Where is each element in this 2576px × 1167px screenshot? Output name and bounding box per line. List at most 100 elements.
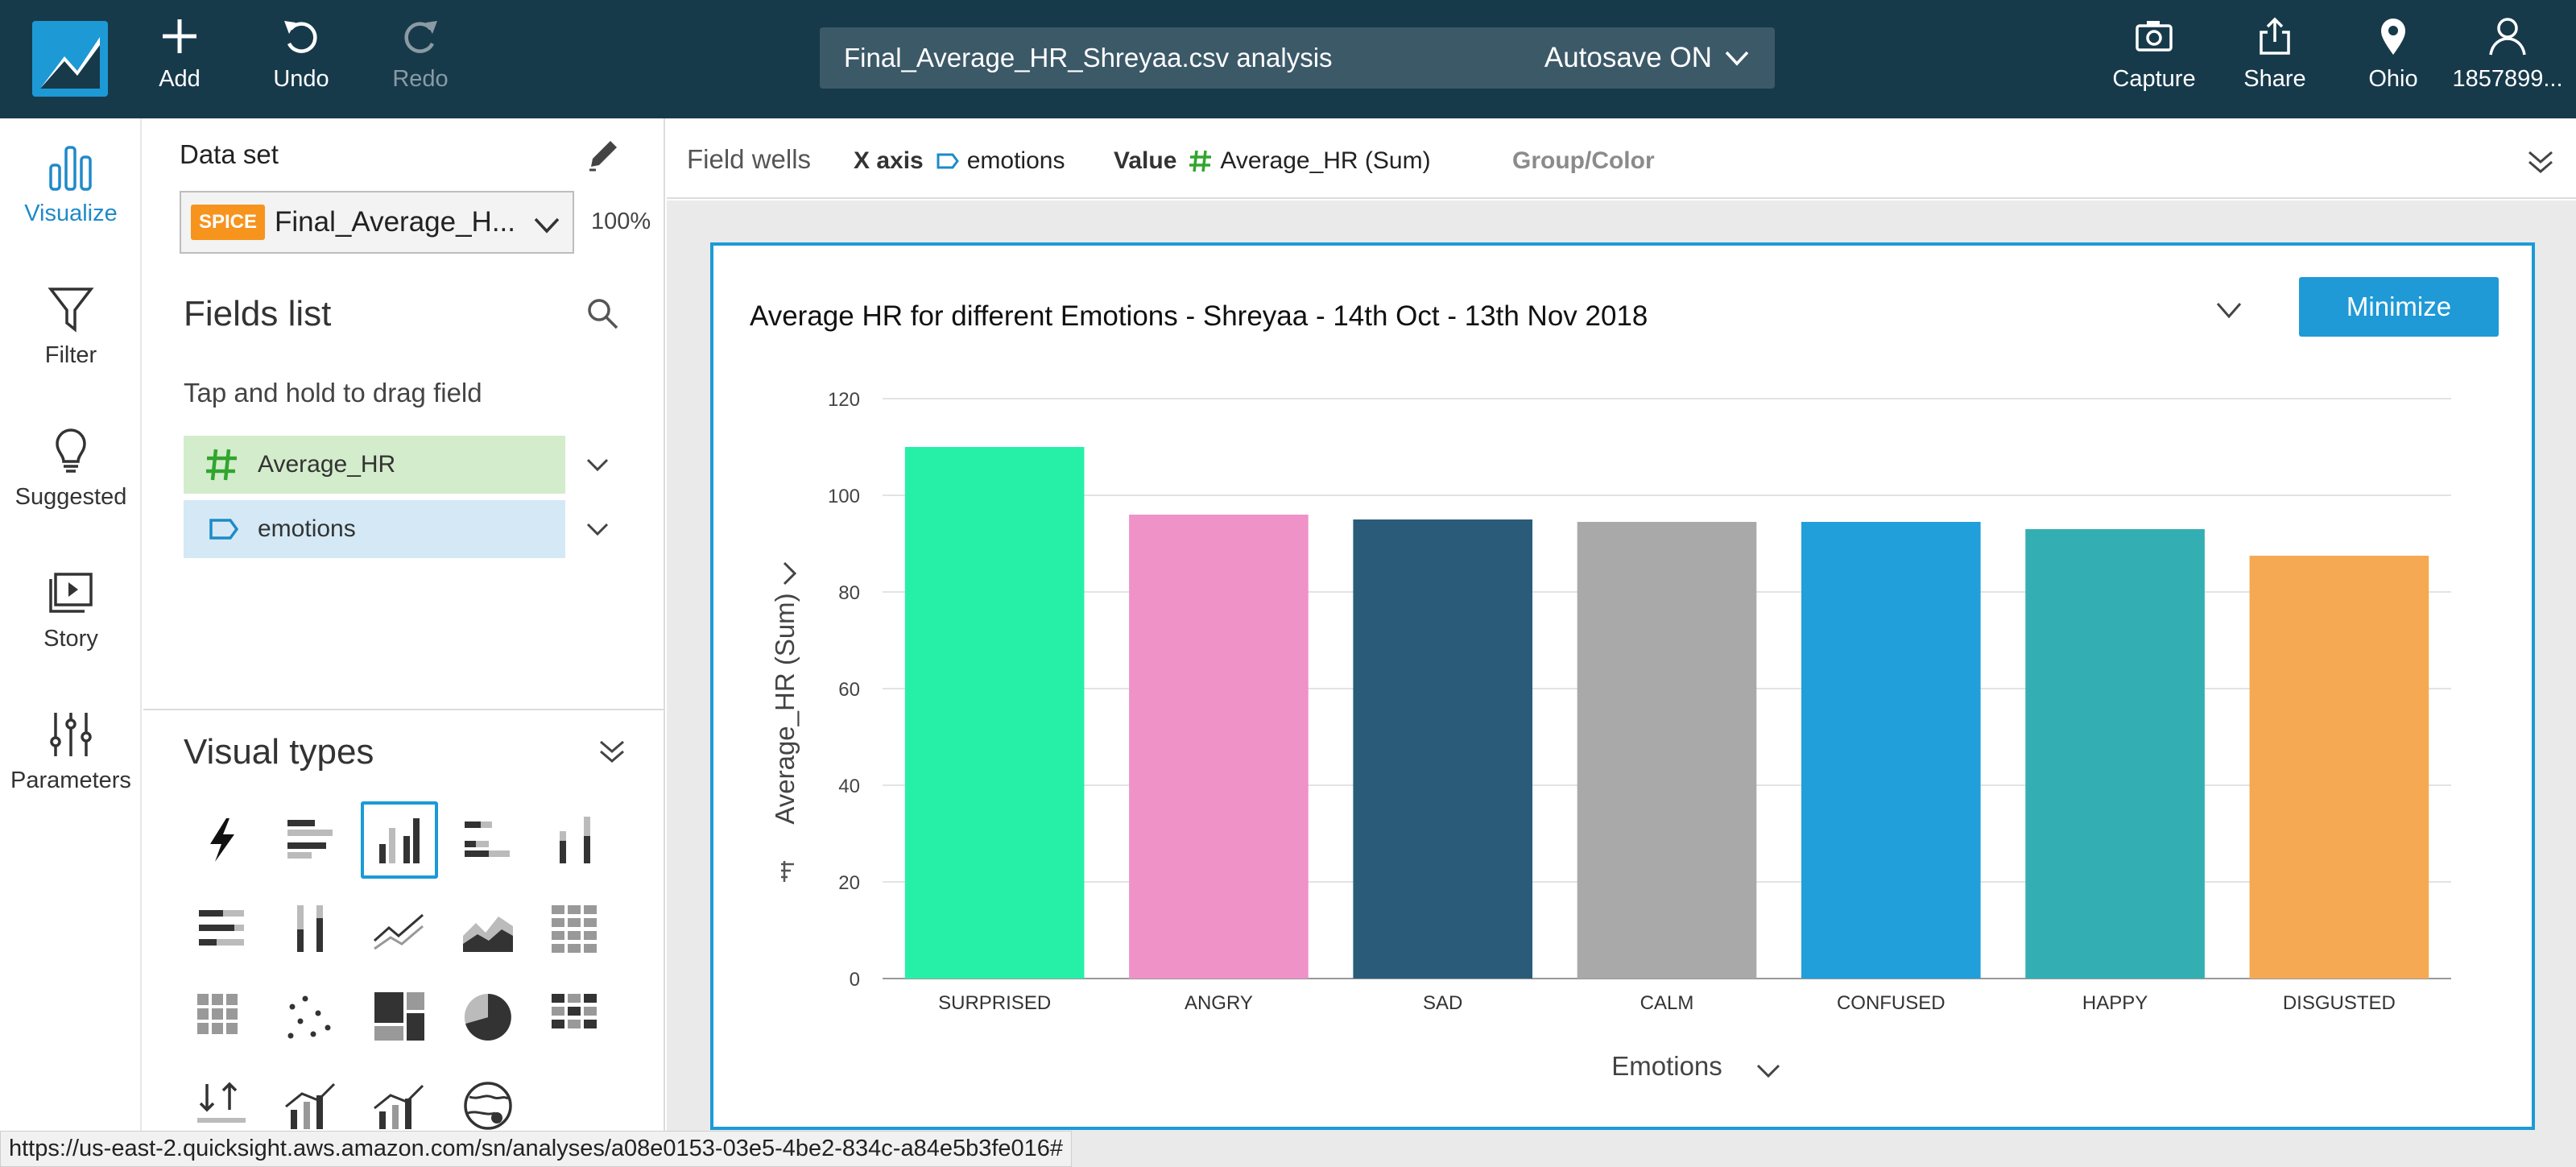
y-tick-label: 0: [850, 969, 860, 991]
stacked-vertical-bar-visual-icon[interactable]: [538, 801, 615, 879]
tag-icon: [937, 153, 959, 169]
nav-story[interactable]: Story: [0, 568, 142, 652]
chevron-down-icon[interactable]: [585, 452, 610, 478]
pie-chart-visual-icon[interactable]: [449, 979, 527, 1056]
bar-confused[interactable]: [1801, 522, 1981, 979]
search-icon[interactable]: [585, 296, 620, 331]
100-vertical-bar-visual-icon[interactable]: [272, 890, 349, 967]
capture-button[interactable]: Capture: [2110, 14, 2198, 103]
region-button[interactable]: Ohio: [2361, 14, 2425, 103]
share-button[interactable]: Share: [2239, 14, 2311, 103]
analysis-canvas: Average HR for different Emotions - Shre…: [667, 201, 2576, 1167]
horizontal-bar-visual-icon[interactable]: [272, 801, 349, 879]
nav-visualize-label: Visualize: [24, 201, 118, 226]
capture-label: Capture: [2112, 66, 2196, 92]
share-label: Share: [2243, 66, 2306, 92]
field-average-hr[interactable]: Average_HR: [184, 436, 565, 494]
pencil-icon[interactable]: [585, 136, 622, 173]
sliders-icon: [50, 713, 92, 756]
nav-visualize[interactable]: Visualize: [0, 143, 142, 227]
minimize-button[interactable]: Minimize: [2299, 277, 2499, 337]
plus-icon: [163, 19, 196, 53]
geospatial-visual-icon[interactable]: [449, 1067, 527, 1144]
filter-icon: [48, 288, 94, 333]
redo-icon: [404, 21, 437, 53]
table-visual-icon[interactable]: [538, 890, 615, 967]
field-wells-label: Field wells: [687, 144, 812, 174]
bar-angry[interactable]: [1129, 515, 1309, 979]
value-field: Average_HR (Sum): [1220, 147, 1431, 174]
y-axis-label: Average_HR (Sum): [770, 593, 800, 824]
nav-suggested[interactable]: Suggested: [0, 426, 142, 511]
field-emotions[interactable]: emotions: [184, 500, 565, 558]
x-axis-label: Emotions: [1611, 1051, 1722, 1081]
chevron-down-icon: [534, 217, 560, 234]
autograph-visual-icon[interactable]: [184, 801, 261, 879]
x-axis-well[interactable]: X axis emotions: [854, 147, 1065, 175]
line-chart-visual-icon[interactable]: [361, 890, 438, 967]
heat-map-visual-icon[interactable]: [538, 979, 615, 1056]
autosave-toggle[interactable]: Autosave ON: [1544, 42, 1751, 74]
spice-badge: SPICE: [191, 205, 266, 240]
account-button[interactable]: 1857899...: [2451, 14, 2564, 103]
share-icon: [2260, 17, 2290, 55]
double-chevron-down-icon[interactable]: [2524, 146, 2557, 178]
combo-stacked-bar-line-visual-icon[interactable]: [361, 1067, 438, 1144]
field-wells-bar[interactable]: Field wells X axis emotions Value Averag…: [667, 118, 2576, 199]
x-tick-label: DISGUSTED: [2283, 992, 2396, 1014]
bar-chart-visual[interactable]: Average HR for different Emotions - Shre…: [710, 242, 2535, 1130]
hash-icon: [206, 449, 237, 481]
group-color-well[interactable]: Group/Color: [1512, 147, 1655, 174]
undo-label: Undo: [273, 66, 329, 92]
kpi-visual-icon[interactable]: [184, 1067, 261, 1144]
add-button[interactable]: Add: [151, 14, 208, 103]
x-tick-label: SURPRISED: [938, 992, 1051, 1014]
camera-icon: [2136, 21, 2173, 52]
bar-chart-icon: [49, 146, 92, 191]
scatter-plot-visual-icon[interactable]: [272, 979, 349, 1056]
y-tick-label: 40: [838, 776, 860, 797]
stacked-horizontal-bar-visual-icon[interactable]: [449, 801, 527, 879]
panel-divider: [143, 709, 665, 710]
bar-calm[interactable]: [1577, 522, 1757, 979]
top-toolbar: Add Undo Redo Final_Average_HR_Shreyaa.c…: [0, 0, 2576, 118]
data-panel: Data set SPICE Final_Average_H... 100% F…: [143, 118, 665, 1167]
x-tick-label: ANGRY: [1185, 992, 1253, 1014]
field-label: Average_HR: [258, 451, 396, 478]
tag-icon: [209, 519, 239, 540]
add-label: Add: [159, 66, 201, 92]
value-well[interactable]: Value Average_HR (Sum): [1114, 147, 1431, 175]
location-pin-icon: [2381, 19, 2405, 55]
tree-map-visual-icon[interactable]: [361, 979, 438, 1056]
double-chevron-down-icon[interactable]: [596, 735, 628, 768]
100-horizontal-bar-visual-icon[interactable]: [184, 890, 261, 967]
analysis-title-bar[interactable]: Final_Average_HR_Shreyaa.csv analysis Au…: [820, 27, 1775, 89]
x-axis-field: emotions: [966, 147, 1065, 174]
bar-surprised[interactable]: [904, 447, 1085, 979]
pivot-table-visual-icon[interactable]: [184, 979, 261, 1056]
combo-bar-line-visual-icon[interactable]: [272, 1067, 349, 1144]
y-tick-label: 120: [828, 389, 860, 411]
bar-disgusted[interactable]: [2249, 556, 2429, 979]
quicksight-logo-icon[interactable]: [32, 21, 108, 97]
redo-label: Redo: [392, 66, 449, 92]
nav-filter[interactable]: Filter: [0, 284, 142, 369]
autosave-label: Autosave ON: [1544, 42, 1712, 73]
story-icon: [49, 573, 93, 613]
redo-button[interactable]: Redo: [388, 14, 453, 103]
y-tick-label: 80: [838, 582, 860, 604]
bar-happy[interactable]: [2025, 529, 2205, 979]
area-chart-visual-icon[interactable]: [449, 890, 527, 967]
analysis-title[interactable]: Final_Average_HR_Shreyaa.csv analysis: [844, 43, 1333, 72]
undo-button[interactable]: Undo: [269, 14, 333, 103]
dataset-label: Data set: [180, 139, 279, 169]
lightbulb-icon: [56, 428, 86, 473]
chevron-down-icon[interactable]: [585, 516, 610, 542]
sort-icon: [781, 861, 794, 882]
dataset-select[interactable]: SPICE Final_Average_H...: [180, 191, 574, 254]
vertical-bar-visual-icon[interactable]: [361, 801, 438, 879]
bar-sad[interactable]: [1353, 519, 1533, 979]
chevron-down-icon[interactable]: [2213, 294, 2245, 326]
nav-parameters[interactable]: Parameters: [0, 710, 142, 794]
dataset-name: Final_Average_H...: [275, 206, 516, 238]
